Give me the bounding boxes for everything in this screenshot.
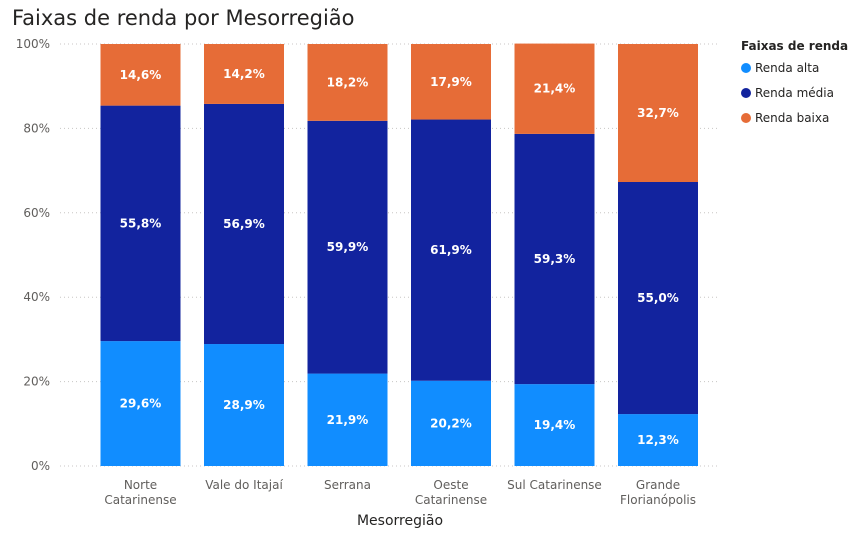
y-tick-label: 100% (16, 37, 50, 51)
y-tick-label: 40% (23, 290, 50, 304)
bar-segment (411, 119, 491, 381)
chart-title: Faixas de renda por Mesorregião (12, 6, 355, 30)
bar-segment (618, 181, 698, 415)
bar-segment (307, 373, 388, 466)
data-label: 32,7% (637, 106, 679, 120)
x-tick-label: Oeste Catarinense (415, 478, 487, 507)
x-tick-label-line: Grande (636, 478, 680, 492)
x-axis-title: Mesorregião (357, 513, 443, 529)
data-label: 20,2% (430, 416, 472, 430)
bar-segment (514, 133, 595, 385)
data-label: 61,9% (430, 243, 472, 257)
bar-segment (100, 105, 181, 342)
bar-segment (204, 103, 284, 345)
data-label: 59,3% (534, 252, 576, 266)
x-tick-label-line: Florianópolis (620, 493, 696, 507)
legend-title: Faixas de renda (741, 39, 848, 53)
bar-segment (514, 43, 595, 134)
bar-segment (307, 120, 388, 374)
x-tick-label-line: Norte (124, 478, 157, 492)
bar-segment (514, 384, 595, 466)
data-label: 28,9% (223, 398, 265, 412)
data-label: 21,4% (534, 82, 576, 96)
data-label: 59,9% (327, 240, 369, 254)
data-label: 55,8% (120, 216, 162, 230)
bar-segment (204, 344, 284, 466)
data-label: 21,9% (327, 413, 369, 427)
data-label: 17,9% (430, 75, 472, 89)
bar-segment (618, 44, 698, 182)
legend-label: Renda média (755, 86, 834, 100)
data-labels: 29,6% 55,8% 14,6% 28,9% 56,9% 14,2% 21,9% 59,9%… (120, 67, 679, 447)
bar-segment (411, 380, 491, 466)
x-tick-label-line: Oeste (433, 478, 468, 492)
x-tick-label-line: Serrana (324, 478, 371, 492)
y-tick-label: 60% (23, 206, 50, 220)
x-tick-label-line: Catarinense (104, 493, 176, 507)
legend-label: Renda alta (755, 61, 819, 75)
legend: Faixas de renda Renda alta Renda média Rend… (741, 39, 848, 125)
data-label: 29,6% (120, 397, 162, 411)
bar-segment (100, 44, 181, 106)
data-label: 19,4% (534, 418, 576, 432)
bar-segment (307, 44, 388, 121)
data-label: 56,9% (223, 217, 265, 231)
data-label: 18,2% (327, 75, 369, 89)
x-tick-label: Serrana (324, 478, 371, 492)
x-tick-label: Sul Catarinense (507, 478, 602, 492)
bar-segment (411, 44, 491, 120)
bar-segment (204, 44, 284, 104)
legend-marker (741, 88, 751, 98)
x-tick-label: Grande Florianópolis (620, 478, 696, 507)
x-tick-label-line: Vale do Itajaí (205, 478, 283, 492)
legend-marker (741, 113, 751, 123)
data-label: 14,6% (120, 68, 162, 82)
data-label: 12,3% (637, 433, 679, 447)
data-label: 14,2% (223, 67, 265, 81)
x-tick-label: Vale do Itajaí (205, 478, 283, 492)
x-tick-label-line: Sul Catarinense (507, 478, 602, 492)
x-tick-label-line: Catarinense (415, 493, 487, 507)
legend-marker (741, 63, 751, 73)
bars (100, 43, 698, 466)
y-axis: 0% 20% 40% 60% 80% 100% (16, 37, 50, 473)
bar-segment (100, 341, 181, 466)
y-tick-label: 20% (23, 375, 50, 389)
data-label: 55,0% (637, 291, 679, 305)
bar-segment (618, 414, 698, 466)
y-tick-label: 0% (31, 459, 50, 473)
legend-label: Renda baixa (755, 111, 829, 125)
y-tick-label: 80% (23, 121, 50, 135)
x-tick-label: Norte Catarinense (104, 478, 176, 507)
